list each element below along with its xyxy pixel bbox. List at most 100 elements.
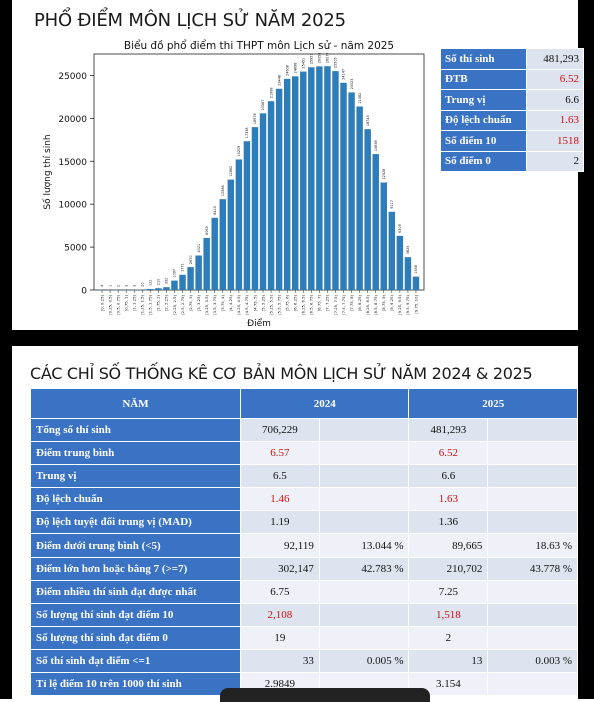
chart-title: Biểu đồ phổ điểm thi THPT môn Lịch sử - …: [124, 39, 394, 52]
stats-value: 2: [527, 151, 584, 172]
histogram-bar: [340, 83, 346, 290]
percent-2025: [488, 419, 578, 442]
bar-value-label: 18743: [366, 115, 370, 126]
value-2025: 7.25: [409, 580, 488, 603]
histogram-bar: [147, 289, 153, 290]
row-label: Độ lệch chuẩn: [31, 488, 241, 511]
row-label: Số lượng thí sinh đạt điểm 10: [31, 603, 241, 626]
x-tick-label: [0.75, 1): [123, 294, 128, 311]
histogram-bar: [171, 281, 177, 290]
bar-value-label: 12862: [229, 166, 233, 177]
percent-2025: [488, 488, 578, 511]
histogram-bar: [187, 267, 193, 290]
value-2024: 92,119: [241, 534, 320, 557]
histogram-bar: [268, 101, 274, 290]
x-tick-label: [7.25, 7.5): [333, 294, 338, 314]
bar-value-label: 121: [149, 279, 153, 285]
value-2024: 6.75: [241, 580, 320, 603]
left-frame-edge: [0, 0, 12, 699]
bar-value-label: 332: [165, 278, 169, 284]
bar-value-label: 8415: [213, 206, 217, 215]
bar-value-label: 6309: [398, 224, 402, 233]
y-tick-label: 20000: [58, 115, 87, 125]
x-tick-label: [4, 4.25): [228, 294, 233, 311]
x-tick-label: [7, 7.25): [325, 294, 330, 311]
x-tick-label: [4.5, 4.75): [244, 294, 249, 314]
x-tick-label: [9.25, 9.5): [397, 294, 402, 314]
x-tick-label: [9.75, 10]: [413, 294, 418, 313]
histogram-bar: [316, 66, 322, 290]
x-tick-label: [3, 3.25): [196, 294, 201, 311]
bar-value-label: 15209: [237, 146, 241, 157]
value-2025: 1.63: [409, 488, 488, 511]
row-label: Điểm trung bình: [31, 442, 241, 465]
value-2025: 210,702: [409, 557, 488, 580]
histogram-bar: [284, 79, 290, 290]
stats-value: 1518: [527, 131, 584, 152]
histogram-bar: [381, 182, 387, 290]
percent-2024: [319, 419, 409, 442]
y-axis-label: Số lượng thí sinh: [42, 134, 53, 209]
x-tick-label: [1.25, 1.5): [140, 294, 145, 314]
x-tick-label: [5.75, 6): [284, 294, 289, 311]
x-tick-label: [8, 8.25): [357, 294, 362, 311]
bar-value-label: 6063: [205, 226, 209, 235]
value-2025: 481,293: [409, 419, 488, 442]
x-tick-label: [6.75, 7): [317, 294, 322, 311]
x-tick-label: [8.5, 8.75): [373, 294, 378, 314]
histogram-bar: [332, 71, 338, 290]
bar-value-label: 15838: [374, 140, 378, 151]
x-tick-label: [2.25, 2.5): [172, 294, 177, 314]
bar-value-label: 20587: [261, 100, 265, 111]
x-tick-label: [8.75, 9): [381, 294, 386, 311]
row-label: Tổng số thí sinh: [31, 419, 241, 442]
percent-2024: [319, 465, 409, 488]
x-tick-label: [5.25, 5.5): [268, 294, 273, 314]
x-tick-label: [1, 1.25): [132, 294, 137, 311]
percent-2024: [319, 511, 409, 534]
bar-value-label: 4: [100, 285, 104, 287]
value-2024: 19: [241, 626, 320, 649]
bar-value-label: 20: [140, 283, 144, 287]
slide-comparison: CÁC CHỈ SỐ THỐNG KÊ CƠ BẢN MÔN LỊCH SỬ N…: [12, 346, 578, 699]
y-tick-label: 5000: [64, 244, 87, 254]
value-2024: 6.5: [241, 465, 320, 488]
y-tick-label: 25000: [58, 72, 87, 82]
bar-value-label: 25505: [334, 57, 338, 68]
histogram-bar: [292, 76, 298, 290]
histogram-chart: Biểu đồ phổ điểm thi THPT môn Lịch sử - …: [28, 36, 428, 328]
value-2024: 302,147: [241, 557, 320, 580]
x-tick-label: [8.25, 8.5): [365, 294, 370, 314]
bar-value-label: 1097: [173, 269, 177, 278]
percent-2024: [319, 603, 409, 626]
bar-value-label: 24608: [285, 65, 289, 76]
x-tick-label: [6.25, 6.5): [301, 294, 306, 314]
taskbar-edge: [220, 688, 430, 702]
stats-value: 1.63: [527, 110, 584, 131]
value-2025: 89,665: [409, 534, 488, 557]
histogram-bar: [244, 141, 250, 290]
percent-2025: 18.63 %: [488, 534, 578, 557]
percent-2024: 0.005 %: [319, 649, 409, 672]
bar-value-label: 23448: [277, 75, 281, 86]
x-tick-label: [6.5, 6.75): [309, 294, 314, 314]
bar-value-label: 12528: [382, 169, 386, 180]
y-tick-label: 0: [81, 287, 87, 297]
bar-value-label: 25951: [310, 53, 314, 64]
table-header-row: NĂM 2024 2025: [31, 389, 578, 419]
